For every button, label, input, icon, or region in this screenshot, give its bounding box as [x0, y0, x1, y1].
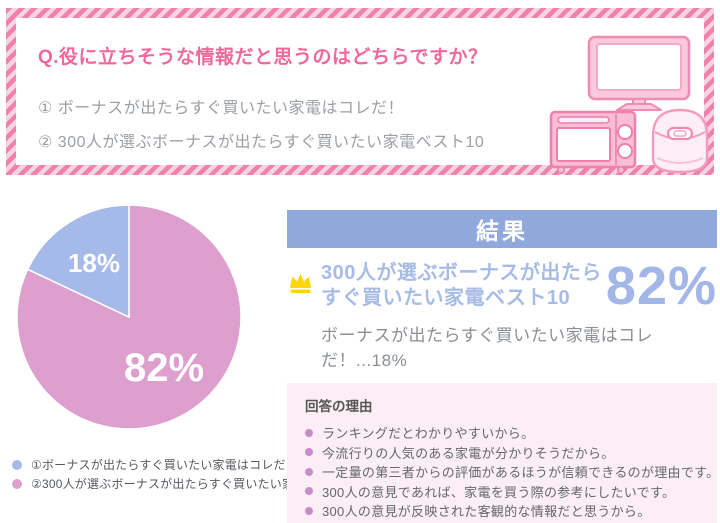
toaster-oven-icon	[549, 110, 637, 174]
runner-up-line: ボーナスが出たらすぐ買いたい家電はコレだ！...18%	[321, 326, 654, 370]
legend-item-koreda: ①ボーナスが出たらすぐ買いたい家電はコレだ！	[12, 455, 357, 474]
winner-title-line1: 300人が選ぶボーナスが出たら	[321, 262, 602, 284]
legend-item-best10: ②300人が選ぶボーナスが出たらすぐ買いたい家電ベスト10	[12, 474, 357, 493]
reason-text: 300人の意見が反映された客観的な情報だと思うから。	[322, 504, 651, 520]
bullet-dot-icon	[305, 448, 313, 457]
reasons-list: ランキングだとわかりやすいから。 今流行りの人気のある家電が分かりそうだから。 …	[305, 423, 719, 521]
reason-item: 300人の意見が反映された客観的な情報だと思うから。	[305, 501, 699, 521]
reasons-title: 回答の理由	[305, 399, 373, 414]
results-header: 結果	[287, 210, 717, 248]
reason-text: 今流行りの人気のある家電が分かりそうだから。	[322, 445, 615, 461]
pie-label-82: 82%	[124, 346, 204, 390]
results-panel: 結果 300人が選ぶボーナスが出たら すぐ買いたい家電ベスト10 82% ボーナ…	[287, 210, 719, 523]
bullet-dot-icon	[305, 428, 313, 437]
pie-chart: 18% 82%	[14, 202, 244, 432]
reason-text: 300人の意見であれば、家電を買う際の参考にしたいです。	[322, 484, 676, 500]
question-box-inner: Q.役に立ちそうな情報だと思うのはどちらですか？ ① ボーナスが出たらすぐ買いた…	[16, 18, 709, 174]
legend-dot-pink	[12, 478, 22, 489]
pie-label-18: 18%	[68, 248, 120, 278]
pie-slice-koreda	[26, 204, 130, 318]
pie-chart-svg: 18% 82%	[16, 204, 242, 430]
pie-legend: ①ボーナスが出たらすぐ買いたい家電はコレだ！ ②300人が選ぶボーナスが出たらす…	[12, 455, 357, 493]
legend-label: ①ボーナスが出たらすぐ買いたい家電はコレだ！	[31, 458, 298, 472]
rice-cooker-icon	[651, 108, 709, 174]
infographic-page: Q.役に立ちそうな情報だと思うのはどちらですか？ ① ボーナスが出たらすぐ買いた…	[6, 8, 719, 523]
winner-title: 300人が選ぶボーナスが出たら すぐ買いたい家電ベスト10	[321, 261, 602, 311]
reason-item: 一定量の第三者からの評価があるほうが信頼できるのが理由です。	[305, 462, 719, 482]
winner-percent: 82%	[605, 256, 717, 316]
tv-icon	[587, 35, 691, 111]
legend-dot-blue	[12, 459, 22, 470]
crown-icon	[290, 274, 311, 293]
winner-row: 300人が選ぶボーナスが出たら すぐ買いたい家電ベスト10 82%	[287, 256, 717, 316]
reason-text: ランキングだとわかりやすいから。	[322, 426, 535, 442]
reasons-box: 回答の理由 ランキングだとわかりやすいから。 今流行りの人気のある家電が分かりそ…	[287, 383, 719, 523]
reason-item: 今流行りの人気のある家電が分かりそうだから。	[305, 443, 699, 463]
reason-item: 300人の意見であれば、家電を買う際の参考にしたいです。	[305, 482, 699, 502]
bullet-dot-icon	[305, 506, 313, 515]
reason-text: 一定量の第三者からの評価があるほうが信頼できるのが理由です。	[322, 465, 720, 481]
question-option-2: ② 300人が選ぶボーナスが出たらすぐ買いたい家電ベスト10	[38, 134, 485, 151]
bullet-dot-icon	[305, 467, 313, 476]
bullet-dot-icon	[305, 487, 313, 496]
question-title: Q.役に立ちそうな情報だと思うのはどちらですか？	[38, 47, 488, 68]
reason-item: ランキングだとわかりやすいから。	[305, 423, 699, 443]
question-box: Q.役に立ちそうな情報だと思うのはどちらですか？ ① ボーナスが出たらすぐ買いた…	[6, 8, 714, 175]
winner-title-line2: すぐ買いたい家電ベスト10	[321, 287, 571, 309]
legend-label: ②300人が選ぶボーナスが出たらすぐ買いたい家電ベスト10	[31, 477, 357, 491]
question-option-1: ① ボーナスが出たらすぐ買いたい家電はコレだ！	[38, 100, 404, 117]
